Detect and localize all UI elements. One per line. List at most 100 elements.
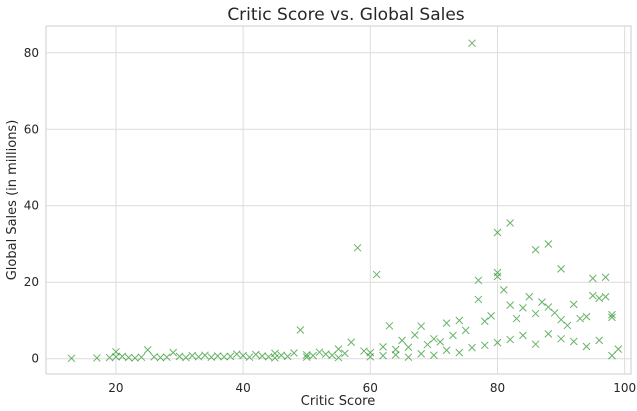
data-point <box>449 331 457 340</box>
y-tick-label: 80 <box>24 46 39 60</box>
data-point <box>277 351 286 360</box>
data-point <box>461 326 470 335</box>
data-point <box>595 294 604 303</box>
data-point <box>112 347 120 356</box>
data-point <box>436 338 445 346</box>
data-point <box>487 312 495 320</box>
data-point <box>557 315 565 324</box>
data-point <box>67 354 76 363</box>
data-point <box>499 286 508 294</box>
data-point <box>124 353 133 362</box>
data-point <box>315 348 324 357</box>
chart-title: Critic Score vs. Global Sales <box>227 5 464 25</box>
x-axis-label: Critic Score <box>301 394 375 409</box>
gridlines <box>46 26 631 374</box>
data-point <box>442 319 451 327</box>
data-point <box>601 273 610 282</box>
data-point <box>531 309 540 318</box>
data-point <box>569 300 578 309</box>
data-point <box>93 354 101 362</box>
data-point <box>519 303 527 312</box>
y-tick-label: 40 <box>24 199 39 213</box>
data-point <box>264 352 273 361</box>
data-point <box>347 338 356 347</box>
data-point <box>525 292 534 301</box>
data-point <box>404 353 413 362</box>
data-point <box>601 292 610 301</box>
data-point <box>391 351 400 359</box>
data-point <box>385 321 394 330</box>
x-tick-label: 60 <box>363 381 378 395</box>
data-point <box>366 352 375 361</box>
data-point <box>398 336 406 345</box>
data-point <box>341 349 349 358</box>
data-point <box>582 312 591 321</box>
x-tick-label: 100 <box>613 381 636 395</box>
data-point <box>271 354 279 362</box>
data-point <box>493 228 502 237</box>
data-point <box>321 350 330 358</box>
data-point <box>614 345 623 353</box>
data-point <box>251 350 260 359</box>
data-point <box>455 348 464 357</box>
data-point <box>258 352 267 360</box>
data-point <box>239 351 247 360</box>
data-point <box>563 321 572 330</box>
data-point <box>550 308 559 317</box>
data-point <box>493 268 502 277</box>
data-point <box>474 276 483 285</box>
data-point <box>188 351 197 360</box>
data-point <box>468 39 476 48</box>
data-point <box>226 352 235 361</box>
data-point <box>290 349 298 357</box>
data-point <box>512 314 521 323</box>
data-point <box>480 317 489 326</box>
data-point <box>544 329 553 338</box>
data-point <box>442 346 451 355</box>
data-point <box>608 351 616 360</box>
data-point <box>182 353 190 362</box>
y-axis-label: Global Sales (in millions) <box>5 120 20 281</box>
data-point <box>131 354 139 362</box>
data-point <box>328 351 336 360</box>
data-point <box>201 351 209 360</box>
data-point <box>379 351 387 360</box>
data-point <box>576 314 584 323</box>
data-point <box>493 272 502 281</box>
data-point <box>506 219 515 227</box>
x-tick-label: 20 <box>108 381 123 395</box>
data-point <box>245 353 254 362</box>
plot-frame <box>45 25 632 375</box>
data-point <box>480 341 489 350</box>
data-point <box>423 340 432 349</box>
data-point <box>544 303 553 311</box>
y-tick-label: 0 <box>31 352 39 366</box>
data-point <box>232 350 241 358</box>
data-point <box>379 342 387 351</box>
data-point <box>404 343 413 352</box>
data-point <box>334 353 343 362</box>
data-point <box>410 331 419 339</box>
data-point <box>455 316 464 325</box>
data-point <box>156 353 165 362</box>
data-point <box>474 295 483 304</box>
data-point <box>353 243 362 252</box>
data-point <box>519 331 527 340</box>
data-point <box>557 334 565 343</box>
data-point <box>588 274 597 283</box>
data-point <box>220 352 228 361</box>
data-point <box>468 343 476 352</box>
data-point <box>302 351 311 359</box>
data-point <box>334 345 343 353</box>
data-point <box>207 353 216 362</box>
data-point <box>143 346 152 354</box>
data-point <box>430 351 438 360</box>
data-point <box>569 337 578 346</box>
data-point <box>283 352 292 361</box>
data-point <box>493 338 502 347</box>
data-point <box>213 352 222 360</box>
data-point <box>608 313 616 322</box>
data-point <box>557 264 565 273</box>
data-point <box>506 335 515 344</box>
